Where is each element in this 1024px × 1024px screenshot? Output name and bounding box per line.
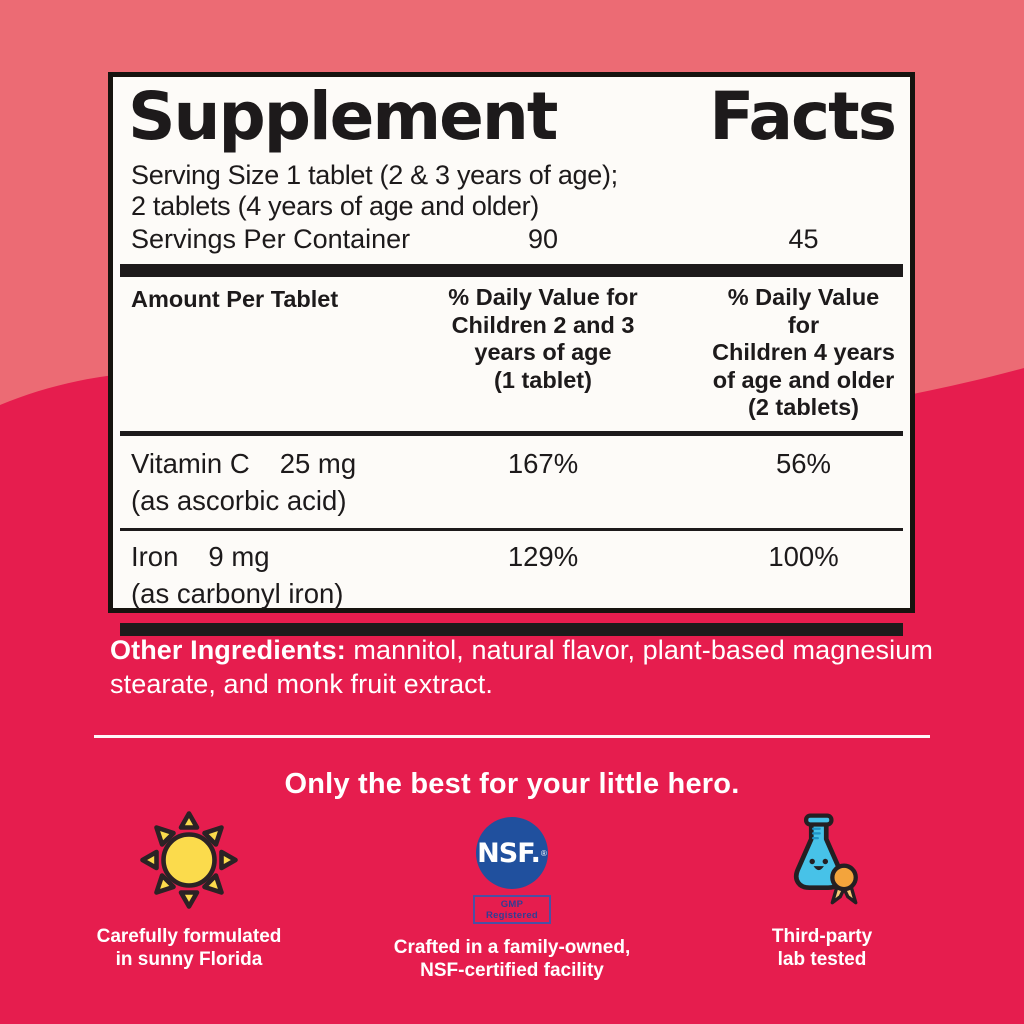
thick-divider-bar-top — [120, 264, 903, 278]
feature-nsf: NSF. ® GMP Registered Crafted in a family… — [385, 810, 639, 982]
nsf-circle: NSF. ® — [476, 817, 548, 889]
vitamin-c-dv-2-3: 167% — [507, 447, 579, 479]
feature-lab-tested: Third-party lab tested — [696, 810, 948, 971]
sun-icon — [140, 811, 238, 909]
other-ingredients-label: Other Ingredients: — [110, 635, 346, 665]
header-dv-children-4-plus: % Daily Value for Children 4 years of ag… — [712, 284, 895, 421]
feature-caption: Third-party lab tested — [771, 926, 873, 970]
supplement-facts-title: Supplement Facts — [126, 78, 897, 155]
other-ingredients-paragraph: Other Ingredients: mannitol, natural fla… — [110, 633, 942, 701]
lab-flask-badge-icon — [793, 813, 858, 905]
header-amount-per-tablet: Amount Per Tablet — [131, 286, 339, 313]
registered-mark-icon: ® — [540, 848, 547, 858]
tagline: Only the best for your little hero. — [284, 768, 740, 800]
serving-size-line1: Serving Size 1 tablet (2 & 3 years of ag… — [131, 160, 618, 191]
table-header-row: Amount Per Tablet % Daily Value for Chil… — [131, 284, 897, 422]
table-row-iron: Iron 9 mg 129% 100% — [131, 540, 897, 572]
table-row-vitamin-c: Vitamin C 25 mg 167% 56% — [131, 447, 897, 479]
header-separator-line — [120, 430, 903, 436]
nsf-wordmark: NSF. — [477, 837, 541, 869]
title-word-facts: Facts — [709, 78, 897, 155]
servings-value-45: 45 — [788, 224, 819, 255]
other-ingredients-text: mannitol, natural flavor, plant-based ma… — [110, 635, 933, 699]
feature-florida: Carefully formulated in sunny Florida — [64, 810, 314, 971]
iron-dv-2-3: 129% — [507, 540, 579, 572]
servings-per-container-row: Servings Per Container 90 45 — [131, 224, 897, 255]
supplement-facts-panel: Supplement Facts Serving Size 1 tablet (… — [108, 72, 915, 636]
horizontal-divider — [94, 735, 930, 738]
iron-source-note: (as carbonyl iron) — [131, 577, 344, 609]
gmp-registered-badge: GMP Registered — [473, 895, 551, 924]
nutrient-name: Iron — [131, 540, 179, 572]
thick-divider-bar-bottom — [120, 622, 903, 636]
row-separator-line — [120, 527, 903, 531]
servings-label: Servings Per Container — [131, 224, 411, 255]
vitamin-c-source-note: (as ascorbic acid) — [131, 484, 347, 516]
serving-size-line2: 2 tablets (4 years of age and older) — [131, 191, 539, 222]
nsf-gmp-logo: NSF. ® GMP Registered — [385, 817, 639, 924]
feature-caption: Carefully formulated in sunny Florida — [96, 926, 282, 970]
iron-dv-4-plus: 100% — [768, 540, 839, 572]
title-word-supplement: Supplement — [128, 78, 558, 155]
nutrient-amount: 25 mg — [279, 447, 357, 479]
nutrient-name: Vitamin C — [131, 447, 250, 479]
feature-caption: Crafted in a family-owned, NSF-certified… — [393, 937, 631, 981]
header-dv-children-2-3: % Daily Value for Children 2 and 3 years… — [448, 284, 638, 393]
vitamin-c-dv-4-plus: 56% — [775, 447, 832, 479]
award-badge-icon — [829, 863, 858, 905]
nutrient-amount: 9 mg — [208, 540, 270, 572]
servings-value-90: 90 — [527, 224, 559, 255]
